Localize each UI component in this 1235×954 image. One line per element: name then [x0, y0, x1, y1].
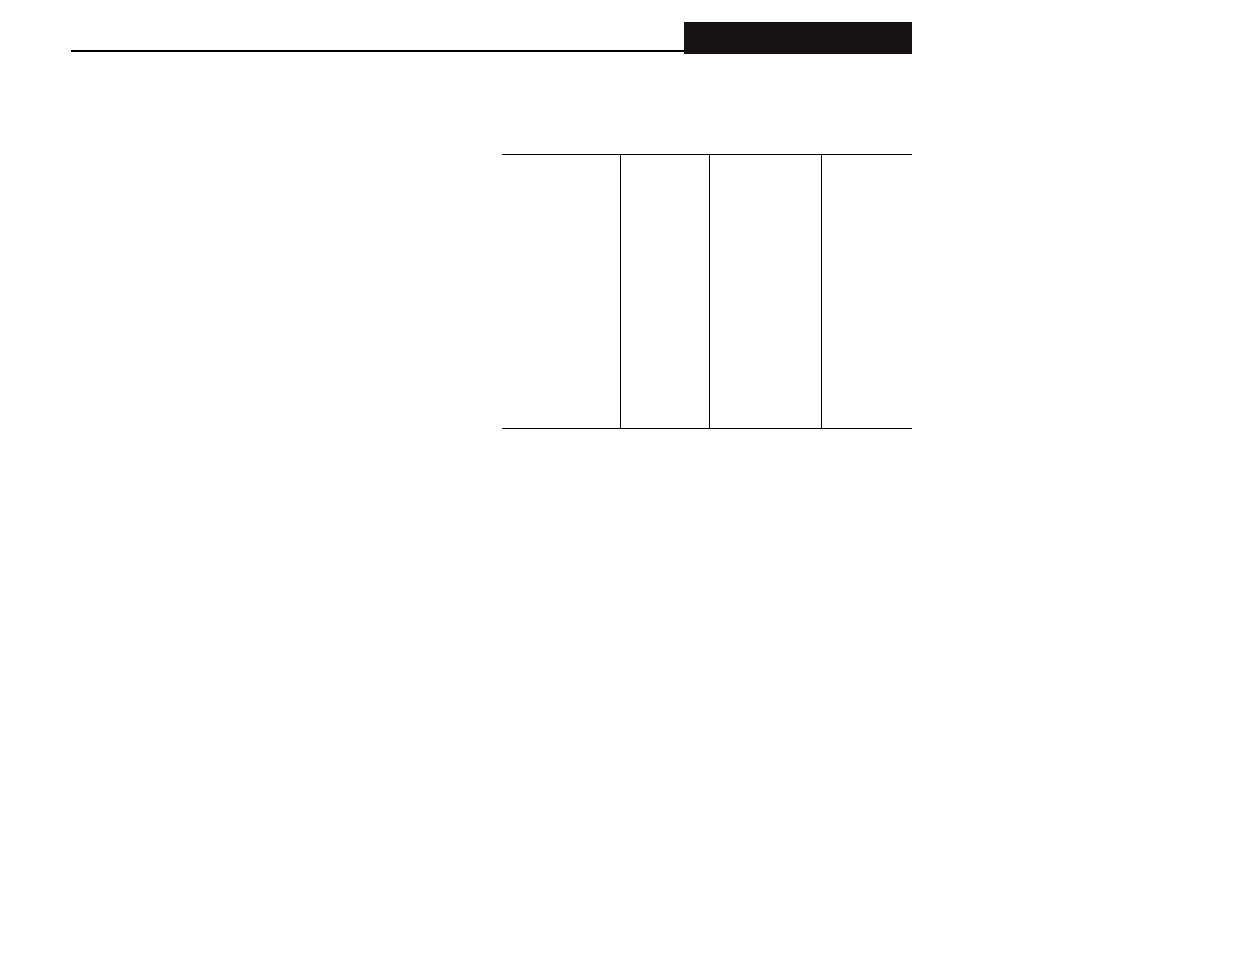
page: [0, 0, 1235, 954]
chart-axis-top: [502, 154, 912, 155]
chart-gridline-v-0: [620, 154, 621, 429]
chart-gridline-v-2: [821, 154, 822, 429]
chart-frame: [502, 154, 912, 429]
chart-axis-bottom: [502, 428, 912, 429]
header-tab: [684, 22, 912, 54]
chart-gridline-v-1: [709, 154, 710, 429]
